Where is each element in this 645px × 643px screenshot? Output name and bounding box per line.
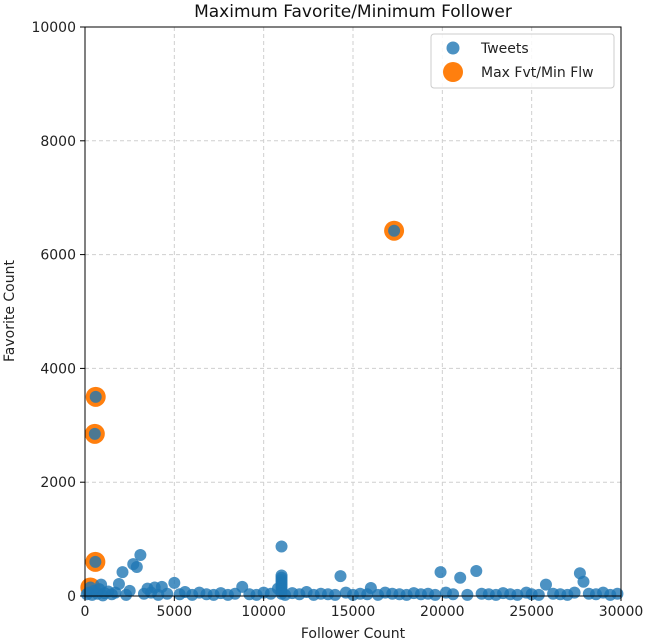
- tweet-point: [470, 564, 483, 577]
- y-axis-ticks: 0 2000 4000 6000 8000 10000: [31, 20, 85, 605]
- tweet-point: [89, 390, 102, 403]
- tweet-point: [161, 587, 174, 600]
- y-axis-title: Favorite Count: [2, 260, 18, 362]
- x-tick-label: 30000: [599, 604, 644, 620]
- x-axis-title: Follower Count: [301, 626, 406, 642]
- y-tick-label: 0: [67, 589, 76, 605]
- tweet-point: [539, 578, 552, 591]
- y-tick-label: 8000: [40, 134, 76, 150]
- x-tick-label: 20000: [420, 604, 465, 620]
- x-axis-ticks: 0 5000 10000 15000 20000 25000 30000: [81, 596, 644, 620]
- tweet-point: [116, 566, 129, 579]
- tweet-point: [568, 586, 581, 599]
- tweet-point: [236, 580, 249, 593]
- tweet-point: [89, 555, 102, 568]
- tweet-point: [134, 549, 147, 562]
- tweet-point: [275, 540, 288, 553]
- legend-label-tweets: Tweets: [480, 41, 529, 57]
- legend: Tweets Max Fvt/Min Flw: [430, 33, 615, 89]
- tweet-point: [88, 427, 101, 440]
- tweet-point: [334, 570, 347, 583]
- y-tick-label: 6000: [40, 248, 76, 264]
- x-tick-label: 25000: [509, 604, 554, 620]
- chart-title: Maximum Favorite/Minimum Follower: [194, 2, 512, 22]
- tweet-point: [454, 571, 467, 584]
- x-tick-label: 10000: [241, 604, 286, 620]
- x-tick-label: 15000: [331, 604, 376, 620]
- tweet-point: [461, 588, 474, 601]
- tweet-point: [447, 588, 460, 601]
- tweet-point: [112, 578, 125, 591]
- tweets-series: [80, 224, 624, 602]
- y-tick-label: 4000: [40, 361, 76, 377]
- tweet-point: [434, 566, 447, 579]
- y-tick-label: 2000: [40, 475, 76, 491]
- x-tick-label: 0: [81, 604, 90, 620]
- y-tick-label: 10000: [31, 20, 76, 36]
- tweet-point: [123, 584, 136, 597]
- tweet-point: [429, 588, 442, 601]
- tweet-point: [611, 587, 624, 600]
- grid-lines: [84, 26, 622, 597]
- tweet-point: [577, 575, 590, 588]
- tweet-point: [130, 560, 143, 573]
- legend-marker-tweets: [446, 41, 460, 55]
- legend-box: [430, 33, 615, 89]
- tweet-point: [168, 576, 181, 589]
- tweet-point: [388, 224, 401, 237]
- tweet-point: [329, 588, 342, 601]
- highlight-series: [80, 220, 405, 598]
- legend-marker-highlight: [443, 62, 463, 82]
- x-tick-label: 5000: [157, 604, 193, 620]
- legend-label-highlight: Max Fvt/Min Flw: [481, 65, 594, 81]
- tweet-point: [532, 588, 545, 601]
